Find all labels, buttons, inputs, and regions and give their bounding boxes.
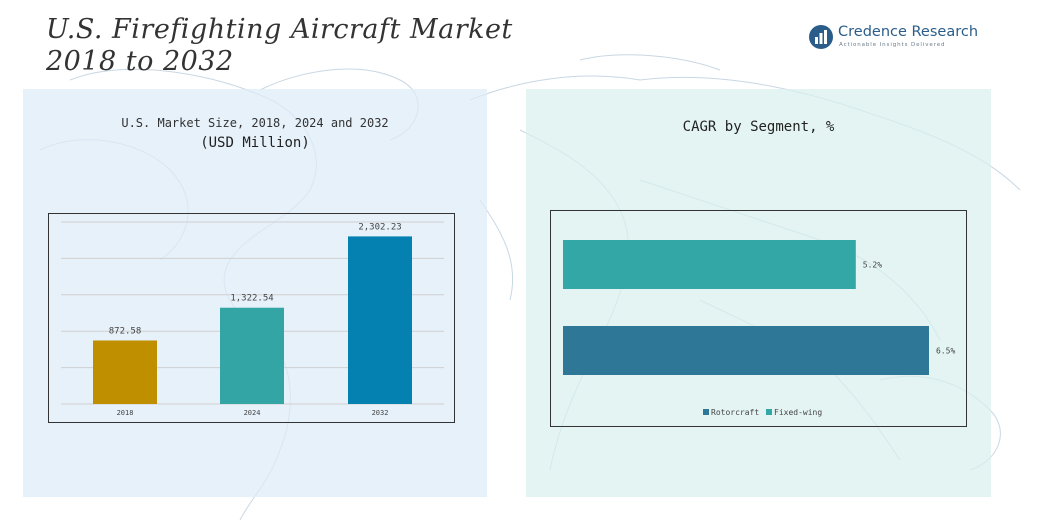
bar-2024 [220,307,284,404]
cagr-chart: 5.2% 6.5% Rotorcraft Fixed-wing [550,210,967,427]
bar-rotorcraft [563,326,929,375]
logo-icon [809,25,833,49]
bar-value-label: 6.5% [936,347,955,356]
legend-swatch-rotorcraft [703,409,709,415]
bar-value-label: 5.2% [863,261,882,270]
cagr-panel [526,89,991,497]
x-tick-label: 2032 [372,409,389,417]
logo-tagline: Actionable Insights Delivered [839,42,946,48]
legend-swatch-fixed-wing [766,409,772,415]
cagr-chart-title: CAGR by Segment, % [682,119,835,135]
x-tick-label: 2018 [117,409,134,417]
bar-value-label: 2,302.23 [358,222,401,232]
bar-2018 [93,340,157,404]
market-size-chart: 872.58 2018 1,322.54 2024 2,302.23 2032 [48,213,455,423]
x-tick-label: 2024 [244,409,261,417]
bar-fixed-wing [563,240,856,289]
market-size-chart-title: U.S. Market Size, 2018, 2024 and 2032 [121,116,389,130]
company-logo: Credence Research Actionable Insights De… [808,22,978,54]
bar-2032 [348,236,412,404]
market-size-chart-unit: (USD Million) [200,135,310,151]
legend-label: Fixed-wing [774,408,822,417]
legend-label: Rotorcraft [711,408,759,417]
logo-name: Credence Research [838,24,979,40]
title-line-2: 2018 to 2032 [46,46,234,77]
page-title: U.S. Firefighting Aircraft Market 2018 t… [46,14,606,78]
bar-value-label: 1,322.54 [230,294,273,304]
market-size-bar-chart: 872.58 2018 1,322.54 2024 2,302.23 2032 [61,221,444,417]
cagr-horizontal-bar-chart: 5.2% 6.5% Rotorcraft Fixed-wing [563,240,955,417]
title-line-1: U.S. Firefighting Aircraft Market [46,14,513,45]
bar-value-label: 872.58 [109,326,142,336]
